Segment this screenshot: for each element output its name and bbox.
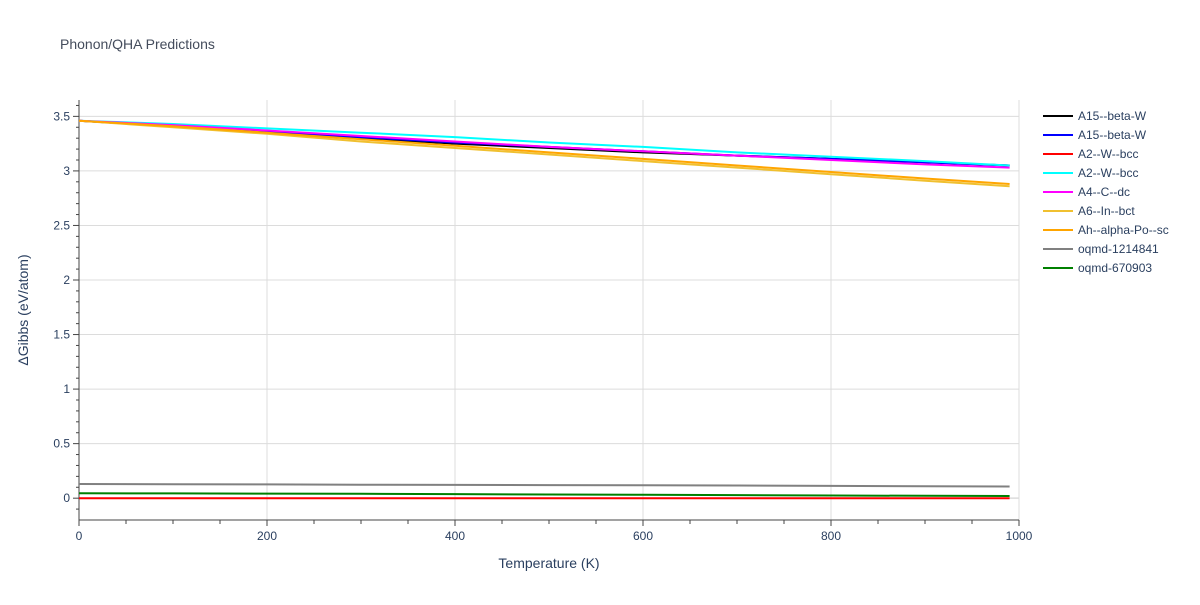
legend-swatch	[1043, 266, 1073, 269]
legend-swatch	[1043, 171, 1073, 174]
legend-label: oqmd-670903	[1078, 260, 1153, 275]
y-tick-label: 1	[63, 382, 70, 396]
legend-item[interactable]: A2--W--bcc	[1043, 163, 1169, 182]
legend: A15--beta-W A15--beta-W A2--W--bcc A2--W--b…	[1043, 106, 1169, 277]
series-line-3	[78, 119, 1010, 167]
legend-label: A4--C--dc	[1078, 184, 1131, 199]
legend-item[interactable]: oqmd-670903	[1043, 258, 1169, 277]
legend-swatch	[1043, 190, 1073, 193]
legend-item[interactable]: A6--In--bct	[1043, 201, 1169, 220]
series-line-7	[78, 483, 1010, 488]
x-tick-label: 0	[76, 529, 83, 543]
legend-label: A15--beta-W	[1078, 127, 1147, 142]
x-tick-label: 400	[445, 529, 465, 543]
chart-title: Phonon/QHA Predictions	[60, 36, 215, 52]
legend-label: A2--W--bcc	[1078, 165, 1139, 180]
legend-swatch	[1043, 133, 1073, 136]
y-axis-title: ΔGibbs (eV/atom)	[15, 254, 31, 365]
y-tick-label: 0	[63, 491, 70, 505]
legend-item[interactable]: A15--beta-W	[1043, 125, 1169, 144]
legend-label: A15--beta-W	[1078, 108, 1147, 123]
series-line-8	[78, 492, 1010, 497]
y-tick-label: 2.5	[53, 218, 70, 232]
legend-label: A6--In--bct	[1078, 203, 1135, 218]
x-tick-label: 1000	[1006, 529, 1033, 543]
legend-swatch	[1043, 247, 1073, 250]
legend-item[interactable]: oqmd-1214841	[1043, 239, 1169, 258]
legend-label: oqmd-1214841	[1078, 241, 1159, 256]
series-line-5	[78, 119, 1010, 188]
x-tick-label: 600	[633, 529, 653, 543]
y-tick-label: 0.5	[53, 437, 70, 451]
legend-swatch	[1043, 152, 1073, 155]
x-tick-label: 200	[257, 529, 277, 543]
legend-label: Ah--alpha-Po--sc	[1078, 222, 1169, 237]
x-axis-title: Temperature (K)	[498, 555, 599, 571]
legend-swatch	[1043, 114, 1073, 117]
y-tick-label: 2	[63, 273, 70, 287]
y-tick-label: 3	[63, 164, 70, 178]
series-line-4	[78, 119, 1010, 169]
legend-item[interactable]: Ah--alpha-Po--sc	[1043, 220, 1169, 239]
legend-swatch	[1043, 228, 1073, 231]
legend-swatch	[1043, 209, 1073, 212]
legend-item[interactable]: A4--C--dc	[1043, 182, 1169, 201]
legend-item[interactable]: A15--beta-W	[1043, 106, 1169, 125]
x-tick-label: 800	[821, 529, 841, 543]
legend-item[interactable]: A2--W--bcc	[1043, 144, 1169, 163]
y-tick-label: 1.5	[53, 328, 70, 342]
y-tick-label: 3.5	[53, 109, 70, 123]
series-line-6	[78, 119, 1010, 185]
legend-label: A2--W--bcc	[1078, 146, 1139, 161]
